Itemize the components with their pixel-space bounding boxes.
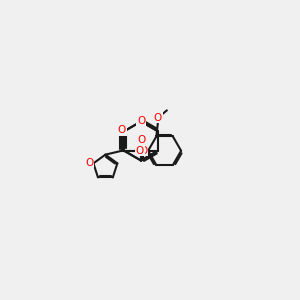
Text: O: O (118, 125, 126, 135)
Text: O: O (137, 135, 145, 145)
Text: O: O (154, 113, 162, 123)
Text: O: O (137, 116, 145, 127)
Text: O: O (85, 158, 94, 168)
Text: O: O (136, 146, 144, 156)
Text: O: O (140, 146, 148, 156)
